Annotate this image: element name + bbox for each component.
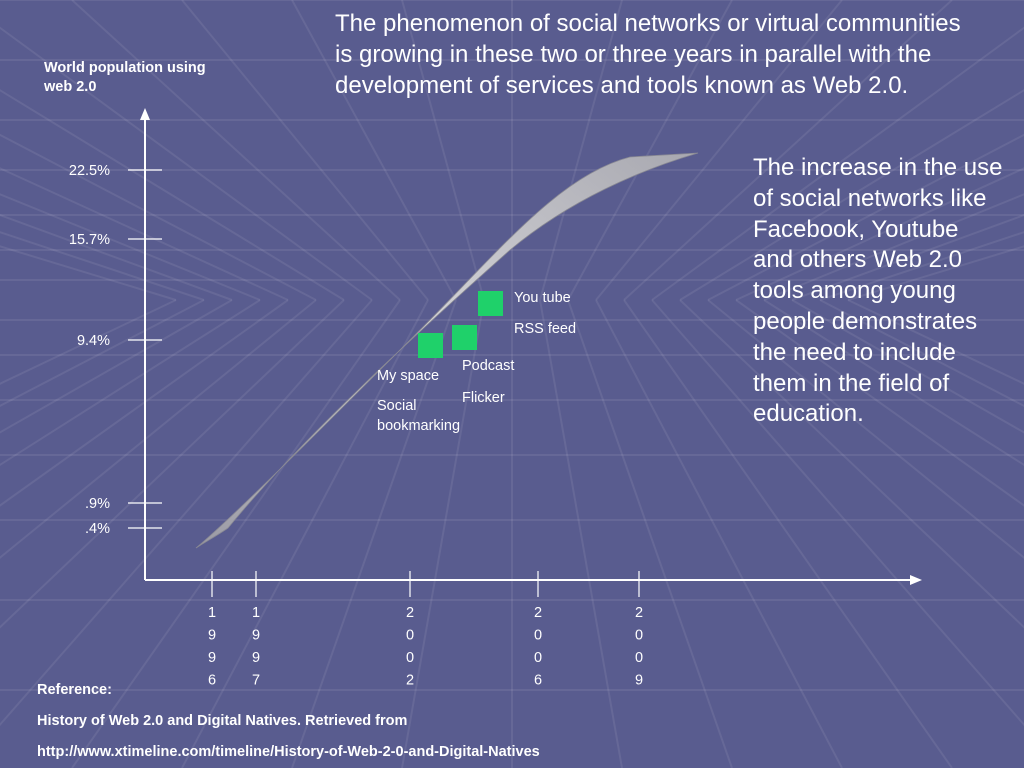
grid-line	[791, 214, 1024, 301]
marker-label: Podcast	[462, 358, 515, 374]
grid-line	[0, 193, 261, 301]
grid-line	[595, 299, 843, 768]
marker-label: Flicker	[462, 390, 505, 406]
grid-line	[0, 299, 205, 407]
marker-square	[418, 333, 443, 358]
y-tick-label: .4%	[85, 521, 110, 537]
grid-line	[791, 299, 1024, 434]
grid-line	[735, 299, 1024, 507]
grid-line	[539, 0, 623, 301]
side-text: The increase in the use of social networ…	[753, 154, 1003, 428]
marker-square	[478, 291, 503, 316]
y-tick-label: .9%	[85, 496, 110, 512]
grid-line	[567, 0, 733, 301]
y-axis-label: World population using web 2.0	[44, 60, 206, 95]
grid-line	[401, 0, 485, 301]
y-axis-arrow	[140, 108, 150, 120]
grid-line	[847, 299, 1024, 385]
grid-line	[0, 245, 177, 301]
grid-line	[71, 0, 401, 301]
grid-line	[0, 299, 261, 467]
grid-line	[679, 299, 1024, 629]
grid-line	[0, 167, 289, 301]
marker-label: My space	[377, 368, 440, 384]
grid-line	[0, 133, 317, 301]
marker-label: You tube	[514, 290, 571, 306]
grid-line	[0, 26, 373, 301]
intro-text: The phenomenon of social networks or vir…	[335, 10, 961, 99]
reference-title: History of Web 2.0 and Digital Natives. …	[37, 713, 408, 729]
grid-line	[0, 231, 205, 301]
grid-line	[679, 89, 1024, 301]
x-axis-arrow	[910, 575, 922, 585]
grid-line	[0, 89, 345, 301]
grid-line	[707, 133, 1024, 301]
reference-url[interactable]: http://www.xtimeline.com/timeline/Histor…	[37, 744, 540, 760]
grid-line	[847, 245, 1024, 301]
grid-line	[623, 299, 953, 768]
grid-line	[401, 299, 485, 768]
grid-line	[0, 299, 373, 727]
grid-line	[0, 214, 233, 301]
y-tick-label: 9.4%	[77, 333, 110, 349]
growth-curve	[195, 152, 699, 549]
marker-square	[452, 325, 477, 350]
grid-line	[763, 299, 1024, 467]
grid-line	[181, 299, 429, 768]
grid-line	[0, 299, 345, 629]
grid-line	[567, 299, 733, 768]
grid-line	[0, 299, 289, 507]
grid-line	[651, 299, 1024, 727]
grid-line	[707, 299, 1024, 559]
axes	[140, 108, 922, 585]
grid-line	[0, 299, 317, 559]
grid-line	[763, 193, 1024, 301]
grid-line	[651, 26, 1024, 301]
grid-line	[0, 299, 177, 385]
grid-line	[291, 0, 457, 301]
y-tick-label: 15.7%	[69, 232, 110, 248]
grid-line	[595, 0, 843, 301]
marker-label: RSS feed	[514, 321, 577, 337]
grid-line	[71, 299, 401, 768]
grid-line	[291, 299, 457, 768]
grid-line	[0, 299, 233, 434]
grid-line	[819, 231, 1024, 301]
grid-line	[819, 299, 1024, 407]
y-tick-label: 22.5%	[69, 163, 110, 179]
grid-line	[181, 0, 429, 301]
reference-heading: Reference:	[37, 682, 112, 698]
grid-line	[735, 167, 1024, 301]
grid-line	[539, 299, 623, 768]
marker-label: Social bookmarking	[377, 398, 461, 434]
grid-line	[623, 0, 953, 301]
